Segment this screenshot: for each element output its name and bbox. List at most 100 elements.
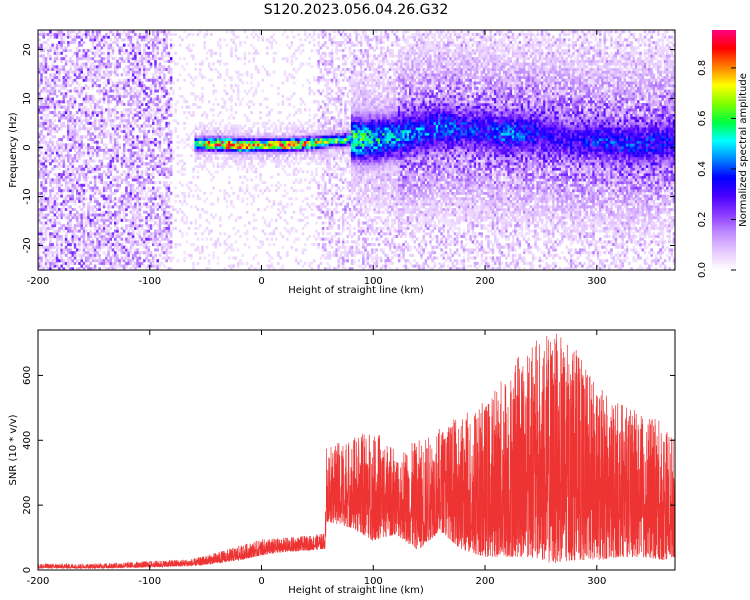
spectrogram-cell: [84, 162, 88, 166]
spectrogram-cell: [167, 232, 171, 236]
spectrogram-cell: [163, 86, 166, 90]
spectrogram-cell: [201, 59, 204, 63]
spectrogram-cell: [310, 208, 314, 212]
spectrogram-cell: [303, 138, 307, 141]
spectrogram-cell: [136, 140, 139, 144]
spectrogram-cell: [55, 208, 59, 212]
spectrogram-cell: [91, 224, 95, 228]
spectrogram-cell: [219, 73, 222, 77]
spectrogram-cell: [82, 189, 86, 193]
spectrogram-cell: [64, 189, 68, 193]
spectrogram-cell: [234, 127, 238, 131]
spectrogram-cell: [82, 51, 86, 55]
spectrogram-cell: [140, 148, 144, 152]
spectrogram-cell: [53, 167, 57, 171]
spectrogram-cell: [131, 81, 135, 85]
spectrogram-cell: [80, 70, 84, 74]
spectrogram-cell: [109, 189, 113, 193]
spectrogram-cell: [163, 164, 166, 168]
spectrogram-cell: [149, 116, 153, 120]
spectrogram-cell: [69, 205, 72, 209]
spectrogram-cell: [156, 65, 159, 69]
spectrogram-cell: [105, 89, 108, 93]
spectrogram-cell: [219, 38, 222, 42]
spectrogram-cell: [96, 135, 99, 139]
spectrogram-cell: [243, 57, 247, 61]
spectrogram-cell: [80, 89, 84, 93]
spectrogram-cell: [40, 186, 43, 190]
spectrogram-cell: [138, 100, 142, 104]
spectrogram-cell: [76, 194, 79, 198]
spectrogram-cell: [98, 135, 101, 139]
spectrogram-cell: [111, 151, 115, 155]
spectrogram-cell: [87, 154, 90, 158]
spectrogram-cell: [40, 210, 43, 214]
spectrogram-cell: [151, 32, 155, 36]
spectrogram-cell: [299, 205, 303, 209]
spectrogram-cell: [91, 97, 95, 101]
spectrogram-cell: [221, 140, 224, 144]
spectrogram-cell: [96, 213, 99, 217]
spectrogram-cell: [136, 84, 139, 88]
spectrogram-cell: [234, 146, 238, 150]
spectrogram-cell: [76, 224, 79, 228]
spectrogram-cell: [160, 151, 164, 155]
spectrogram-cell: [62, 197, 66, 201]
spectrogram-cell: [290, 154, 294, 158]
spectrogram-cell: [154, 97, 157, 101]
spectrogram-cell: [84, 97, 88, 101]
spectrogram-cell: [38, 154, 41, 158]
spectrogram-cell: [134, 70, 137, 74]
spectrogram-cell: [102, 62, 106, 66]
spectrogram-cell: [113, 261, 117, 265]
spectrogram-cell: [151, 202, 155, 206]
spectrogram-cell: [64, 175, 68, 179]
spectrogram-cell: [102, 154, 106, 158]
spectrogram-cell: [140, 170, 144, 174]
spectrogram-cell: [263, 129, 267, 133]
spectrogram-cell: [58, 41, 61, 45]
spectrogram-cell: [116, 232, 119, 236]
spectrogram-cell: [64, 35, 68, 39]
spectrogram-cell: [91, 46, 95, 50]
spectrogram-cell: [131, 232, 135, 236]
spectrogram-cell: [98, 111, 101, 115]
spectrogram-cell: [51, 197, 54, 201]
spectrogram-cell: [53, 113, 57, 117]
spectrogram-cell: [122, 102, 126, 106]
spectrogram-cell: [131, 43, 135, 47]
spectrogram-cell: [40, 267, 43, 270]
spectrogram-cell: [156, 81, 159, 85]
spectrogram-cell: [169, 81, 173, 85]
spectrogram-cell: [93, 191, 97, 195]
spectrogram-cell: [51, 92, 54, 96]
spectrogram-cell: [297, 143, 300, 147]
spectrogram-cell: [156, 267, 159, 270]
spectrogram-cell: [113, 183, 117, 187]
spectrogram-cell: [131, 138, 135, 141]
spectrogram-cell: [78, 94, 81, 98]
spectrogram-cell: [138, 116, 142, 120]
spectrogram-cell: [125, 197, 128, 201]
spectrogram-cell: [288, 148, 291, 152]
spectrogram-cell: [73, 240, 77, 244]
spectrogram-cell: [113, 97, 117, 101]
spectrogram-cell: [248, 146, 251, 150]
spectrogram-cell: [80, 140, 84, 144]
spectrogram-cell: [51, 205, 54, 209]
spectrogram-cell: [306, 237, 309, 241]
spectrogram-cell: [165, 67, 168, 71]
spectrogram-cell: [38, 54, 41, 58]
spectrogram-cell: [225, 191, 229, 195]
spectrogram-cell: [257, 156, 260, 160]
spectrogram-cell: [127, 102, 130, 106]
spectrogram-cell: [207, 49, 211, 53]
spectrogram-cell: [214, 213, 218, 217]
spectrogram-cell: [261, 148, 265, 152]
spectrogram-cell: [167, 194, 171, 198]
spectrogram-cell: [230, 38, 233, 42]
spectrogram-cell: [42, 197, 46, 201]
spectrogram-cell: [163, 167, 166, 171]
spectrogram-cell: [147, 143, 151, 147]
spectrogram-cell: [73, 256, 77, 260]
